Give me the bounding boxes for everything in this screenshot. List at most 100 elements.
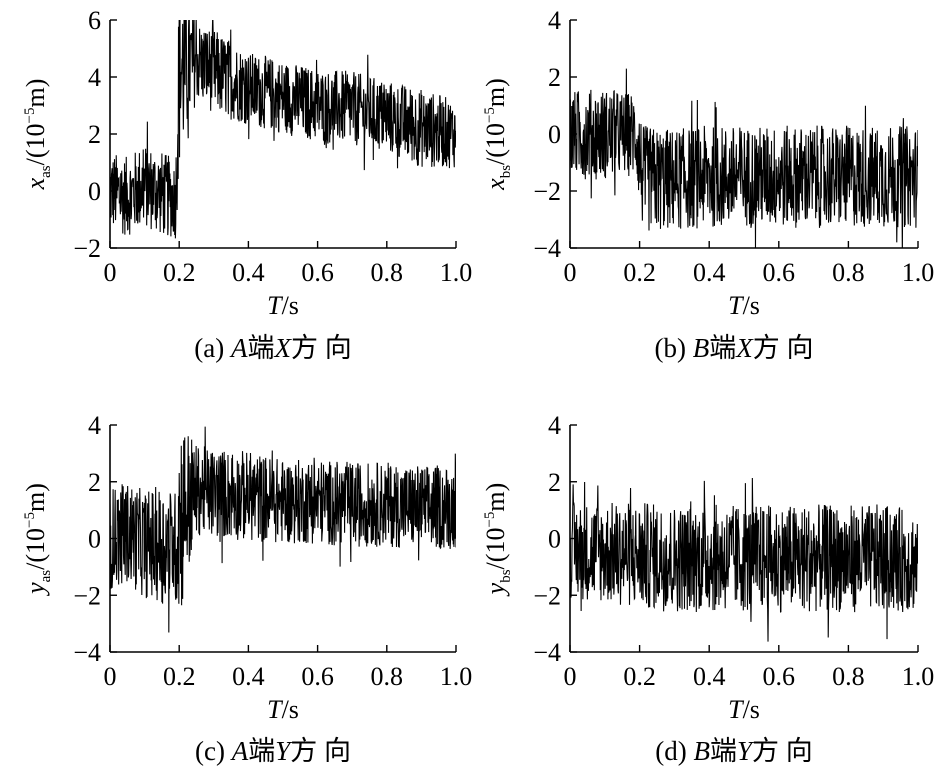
- y-axis-label: xbs/(10−5m): [481, 78, 514, 191]
- y-tick-label: 0: [548, 525, 561, 554]
- x-tick-label: 0: [104, 258, 117, 287]
- y-tick-label: 2: [88, 468, 101, 497]
- x-axis-unit: /s: [743, 291, 760, 320]
- y-axis-unit-close: m): [21, 483, 50, 512]
- caption-end: A: [229, 333, 248, 363]
- panel-caption: (a) A端X方 向: [194, 333, 351, 363]
- y-axis-var: x: [481, 178, 510, 191]
- panel-caption: (c) A端Y方 向: [195, 736, 351, 766]
- x-tick-label: 0.6: [763, 258, 796, 287]
- x-tick-label: 0.8: [832, 662, 865, 691]
- y-axis-var: x: [21, 177, 50, 190]
- y-axis-unit-open: /(10: [21, 528, 50, 570]
- x-axis-label: T/s: [728, 291, 760, 320]
- signal-series-d-0: [570, 477, 918, 642]
- y-tick-label: 4: [548, 411, 561, 440]
- x-tick-label: 0: [564, 258, 577, 287]
- panel-c: −4 −2 0 2 4 0 0.2 0.4 0.6 0.8 1.0 T/s yas/(10−5m) (c)…: [21, 411, 472, 766]
- caption-dir: Y: [737, 736, 755, 766]
- y-tick-label: −2: [533, 177, 561, 206]
- y-axis-sub: as: [38, 165, 54, 178]
- y-axis-unit-open: /(10: [21, 123, 50, 165]
- y-axis-unit-close: m): [21, 79, 50, 108]
- caption-tag: (a): [194, 333, 231, 363]
- caption-end: A: [230, 736, 249, 766]
- y-tick-label: 2: [548, 468, 561, 497]
- y-tick-label: 0: [88, 525, 101, 554]
- y-tick-label: 4: [88, 411, 101, 440]
- y-axis-var: y: [21, 582, 50, 597]
- caption-tag: (d): [655, 736, 693, 766]
- x-tick-label: 0.6: [301, 662, 334, 691]
- x-axis-label: T/s: [267, 291, 299, 320]
- caption-dir-suffix: 方 向: [290, 736, 351, 766]
- x-tick-label: 0.4: [693, 258, 726, 287]
- caption-end-suffix: 端: [247, 333, 274, 363]
- x-tick-label: 0.4: [232, 258, 265, 287]
- y-tick-label: 4: [548, 6, 561, 35]
- x-tick-label: 0.8: [371, 258, 404, 287]
- y-tick-label: −2: [73, 581, 101, 610]
- caption-dir-suffix: 方 向: [753, 333, 814, 363]
- y-tick-label: 6: [88, 6, 101, 35]
- y-axis-unit-exp: −5: [22, 107, 38, 123]
- caption-end-suffix: 端: [710, 736, 737, 766]
- x-axis-var: T: [728, 291, 744, 320]
- y-axis-sub: bs: [498, 569, 514, 583]
- x-tick-label: 0: [564, 662, 577, 691]
- y-axis-unit-exp: −5: [482, 512, 498, 528]
- x-tick-label: 1.0: [440, 258, 473, 287]
- y-axis-unit-open: /(10: [481, 123, 510, 165]
- x-tick-label: 0.8: [832, 258, 865, 287]
- signal-series-a-0: [110, 20, 456, 239]
- y-tick-label: 0: [88, 177, 101, 206]
- y-tick-label: −4: [73, 638, 101, 667]
- y-tick-label: 4: [88, 63, 101, 92]
- y-tick-label: 2: [88, 120, 101, 149]
- x-tick-label: 0.2: [623, 258, 656, 287]
- caption-dir-suffix: 方 向: [752, 736, 813, 766]
- y-tick-label: −2: [73, 234, 101, 263]
- y-tick-label: −4: [533, 234, 561, 263]
- caption-end: B: [693, 736, 710, 766]
- x-tick-label: 1.0: [902, 662, 935, 691]
- x-tick-label: 0.6: [763, 662, 796, 691]
- y-axis-var: y: [481, 582, 510, 597]
- y-tick-label: −4: [533, 638, 561, 667]
- y-axis-label: ybs/(10−5m): [481, 483, 514, 598]
- x-tick-label: 0.2: [623, 662, 656, 691]
- x-axis-var: T: [267, 291, 283, 320]
- y-tick-label: 0: [548, 120, 561, 149]
- panel-caption: (b) B端X方 向: [655, 333, 814, 363]
- x-tick-label: 0.4: [232, 662, 265, 691]
- x-axis-unit: /s: [743, 695, 760, 724]
- signal-series-b-0: [570, 68, 918, 248]
- x-tick-label: 0: [104, 662, 117, 691]
- x-tick-label: 0.8: [371, 662, 404, 691]
- caption-dir-suffix: 方 向: [291, 333, 352, 363]
- y-axis-sub: bs: [498, 165, 514, 179]
- y-tick-label: −2: [533, 581, 561, 610]
- x-axis-unit: /s: [282, 291, 299, 320]
- y-tick-label: 2: [548, 63, 561, 92]
- x-tick-label: 0.6: [301, 258, 334, 287]
- panel-caption: (d) B端Y方 向: [655, 736, 813, 766]
- y-axis-label: yas/(10−5m): [21, 483, 54, 597]
- x-tick-label: 0.4: [693, 662, 726, 691]
- panel-b: −4 −2 0 2 4 0 0.2 0.4 0.6 0.8 1.0 T/s xbs/(10−5m) (b)…: [481, 6, 934, 363]
- x-axis-label: T/s: [267, 695, 299, 724]
- x-axis-unit: /s: [282, 695, 299, 724]
- caption-dir: X: [735, 333, 754, 363]
- y-axis-unit-open: /(10: [481, 528, 510, 570]
- x-axis-var: T: [267, 695, 283, 724]
- caption-end: B: [693, 333, 710, 363]
- y-axis-unit-close: m): [481, 78, 510, 107]
- y-axis-sub: as: [38, 570, 54, 583]
- caption-tag: (c): [195, 736, 232, 766]
- x-tick-label: 0.2: [163, 662, 196, 691]
- caption-dir: Y: [275, 736, 293, 766]
- x-tick-label: 1.0: [902, 258, 935, 287]
- x-tick-label: 1.0: [440, 662, 473, 691]
- panel-d: −4 −2 0 2 4 0 0.2 0.4 0.6 0.8 1.0 T/s ybs/(10−5m) (d)…: [481, 411, 934, 766]
